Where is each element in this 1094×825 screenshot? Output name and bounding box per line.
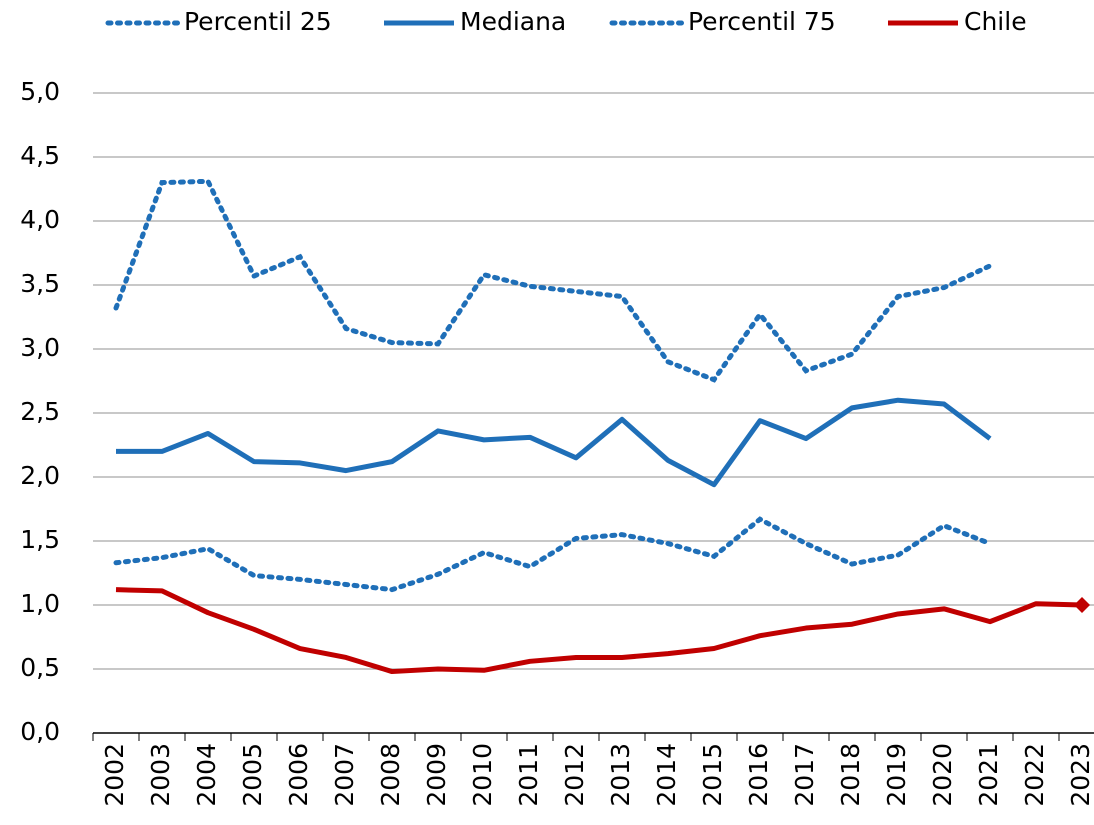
projection-marker (1074, 597, 1090, 613)
x-tick-label: 2020 (928, 743, 957, 807)
x-tick-label: 2023 (1066, 743, 1094, 807)
x-tick-label: 2006 (284, 743, 313, 807)
y-tick-label: 5,0 (20, 77, 60, 106)
y-tick-label: 2,0 (20, 461, 60, 490)
x-tick-label: 2019 (882, 743, 911, 807)
x-tick-label: 2009 (422, 743, 451, 807)
legend-label: Percentil 25 (184, 7, 332, 36)
x-tick-label: 2021 (974, 743, 1003, 807)
legend-label: Chile (964, 7, 1027, 36)
x-tick-label: 2014 (652, 743, 681, 807)
x-tick-label: 2013 (606, 743, 635, 807)
legend-label: Mediana (460, 7, 566, 36)
y-tick-label: 4,5 (20, 141, 60, 170)
x-tick-label: 2005 (238, 743, 267, 807)
series-line (115, 587, 1083, 675)
series-line (113, 516, 993, 593)
legend-label: Percentil 75 (688, 7, 836, 36)
y-tick-label: 4,0 (20, 205, 60, 234)
y-tick-label: 3,5 (20, 269, 60, 298)
y-tick-label: 2,5 (20, 397, 60, 426)
y-tick-label: 1,5 (20, 525, 60, 554)
x-tick-label: 2015 (698, 743, 727, 807)
y-tick-label: 3,0 (20, 333, 60, 362)
x-tick-label: 2022 (1020, 743, 1049, 807)
x-tick-label: 2004 (192, 743, 221, 807)
series-line (113, 178, 993, 383)
x-tick-label: 2018 (836, 743, 865, 807)
y-tick-label: 0,0 (20, 717, 60, 746)
x-tick-label: 2007 (330, 743, 359, 807)
x-tick-label: 2010 (468, 743, 497, 807)
x-tick-label: 2011 (514, 743, 543, 807)
y-tick-label: 1,0 (20, 589, 60, 618)
x-tick-label: 2003 (146, 743, 175, 807)
x-tick-label: 2002 (100, 743, 129, 807)
x-tick-label: 2008 (376, 743, 405, 807)
y-tick-label: 0,5 (20, 653, 60, 682)
x-tick-label: 2017 (790, 743, 819, 807)
x-tick-label: 2016 (744, 743, 773, 807)
x-tick-label: 2012 (560, 743, 589, 807)
series-line (116, 397, 992, 488)
